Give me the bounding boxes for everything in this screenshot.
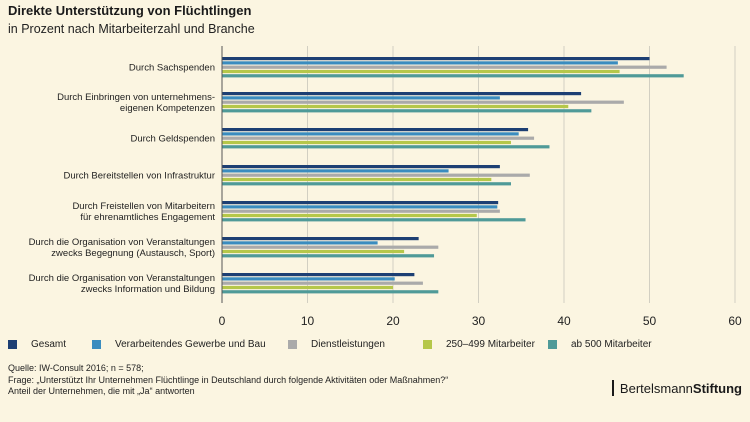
bar: [222, 245, 439, 249]
bar: [222, 277, 395, 281]
category-label: Durch Sachspenden: [129, 63, 215, 74]
category-label: Durch Freistellen von Mitarbeitern: [72, 201, 215, 212]
legend-item: Dienstleistungen: [288, 339, 385, 350]
category-label: zwecks Begegnung (Austausch, Sport): [51, 248, 215, 259]
bar: [222, 145, 550, 149]
legend-label: Dienstleistungen: [311, 339, 385, 350]
bar: [222, 92, 582, 96]
category-label: Durch die Organisation von Veranstaltung…: [29, 273, 215, 284]
bar: [222, 254, 435, 258]
bar: [222, 177, 492, 182]
category-label: Durch Einbringen von unternehmens-: [57, 92, 215, 103]
bar: [222, 100, 624, 104]
brand-name-regular: Bertelsmann: [619, 380, 693, 396]
bar: [222, 140, 511, 145]
category-label: Durch die Organisation von Veranstaltung…: [29, 237, 215, 248]
category-label: für ehrenamtliches Engagement: [80, 212, 215, 223]
bar: [222, 273, 415, 277]
legend-item: Verarbeitendes Gewerbe und Bau: [92, 339, 266, 350]
bar: [222, 169, 449, 173]
bar: [222, 132, 519, 136]
bar: [222, 57, 650, 61]
bar: [222, 201, 499, 205]
bar: [222, 241, 378, 245]
x-tick-label: 30: [472, 314, 486, 328]
brand-logo: Bertelsmann Stiftung: [612, 380, 742, 396]
bar: [222, 173, 530, 177]
legend-swatch: [548, 340, 557, 349]
x-tick-label: 0: [219, 314, 226, 328]
brand-name-bold: Stiftung: [692, 380, 742, 396]
legend-label: Gesamt: [31, 339, 67, 350]
x-tick-label: 50: [643, 314, 657, 328]
bar: [222, 285, 393, 290]
legend-item: 250–499 Mitarbeiter: [423, 339, 535, 350]
x-tick-label: 60: [728, 314, 742, 328]
chart-title: Direkte Unterstützung von Flüchtlingen: [8, 3, 252, 18]
bar: [222, 281, 423, 285]
bar: [222, 61, 618, 65]
category-label: Durch Bereitstellen von Infrastruktur: [63, 171, 215, 182]
bar: [222, 65, 667, 69]
category-label: zwecks Information und Bildung: [81, 284, 215, 295]
legend-swatch: [288, 340, 297, 349]
source-note: Quelle: IW-Consult 2016; n = 578;: [8, 363, 144, 373]
bar: [222, 69, 620, 74]
bar: [222, 205, 498, 209]
bar: [222, 109, 592, 113]
bar: [222, 209, 500, 213]
bar: [222, 104, 569, 109]
legend-swatch: [423, 340, 432, 349]
bar: [222, 218, 526, 222]
chart-legend: Gesamt Verarbeitendes Gewerbe und Bau Dien…: [8, 339, 748, 355]
bar: [222, 249, 405, 254]
bar: [222, 96, 500, 100]
bar: [222, 182, 511, 186]
category-label: Durch Geldspenden: [131, 134, 216, 145]
legend-swatch: [92, 340, 101, 349]
x-tick-label: 40: [557, 314, 571, 328]
bar: [222, 237, 419, 241]
bar: [222, 165, 500, 169]
chart-footer: Quelle: IW-Consult 2016; n = 578; Frage:…: [8, 363, 448, 398]
bar: [222, 290, 439, 294]
legend-label: ab 500 Mitarbeiter: [571, 339, 652, 350]
bar-chart: 0 10 20 30 40 50 60 Durch Sachspenden Durch Einb…: [29, 46, 742, 328]
bar: [222, 136, 535, 140]
x-tick-label: 20: [386, 314, 400, 328]
question-note: Frage: „Unterstützt Ihr Unternehmen Flüc…: [8, 374, 449, 385]
legend-item: ab 500 Mitarbeiter: [548, 339, 652, 350]
chart-subtitle: in Prozent nach Mitarbeiterzahl und Bran…: [8, 22, 255, 36]
legend-label: Verarbeitendes Gewerbe und Bau: [115, 339, 266, 350]
bar: [222, 74, 684, 78]
x-tick-label: 10: [301, 314, 315, 328]
category-label: eigenen Kompetenzen: [120, 103, 215, 114]
legend-item: Gesamt: [8, 339, 66, 350]
legend-swatch: [8, 340, 17, 349]
legend-label: 250–499 Mitarbeiter: [446, 339, 535, 350]
bar: [222, 128, 529, 132]
brand-bar: [612, 380, 614, 396]
answer-note: Anteil der Unternehmen, die mit „Ja“ ant…: [8, 386, 195, 397]
bar: [222, 213, 477, 218]
